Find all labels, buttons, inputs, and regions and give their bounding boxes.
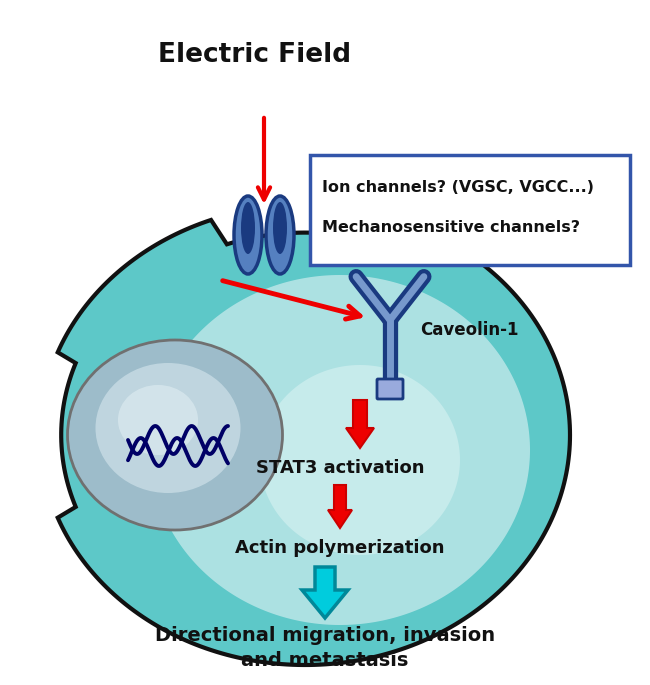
Text: Caveolin-1: Caveolin-1 [420,321,519,339]
FancyBboxPatch shape [377,379,403,399]
Ellipse shape [241,202,255,254]
Ellipse shape [234,196,262,274]
Polygon shape [58,219,570,665]
FancyArrow shape [346,400,374,448]
FancyArrow shape [302,567,348,618]
Text: Ion channels? (VGSC, VGCC...): Ion channels? (VGSC, VGCC...) [322,179,594,195]
FancyBboxPatch shape [310,155,630,265]
Ellipse shape [118,385,198,455]
Polygon shape [150,275,530,625]
Text: Actin polymerization: Actin polymerization [235,539,445,557]
Text: Mechanosensitive channels?: Mechanosensitive channels? [322,219,580,234]
Ellipse shape [273,202,287,254]
Text: Electric Field: Electric Field [159,42,352,68]
Polygon shape [260,365,460,555]
Ellipse shape [266,196,294,274]
Text: Directional migration, invasion
and metastasis: Directional migration, invasion and meta… [155,626,495,670]
Text: STAT3 activation: STAT3 activation [255,459,424,477]
Ellipse shape [96,363,240,493]
Ellipse shape [68,340,283,530]
FancyArrow shape [328,485,352,528]
